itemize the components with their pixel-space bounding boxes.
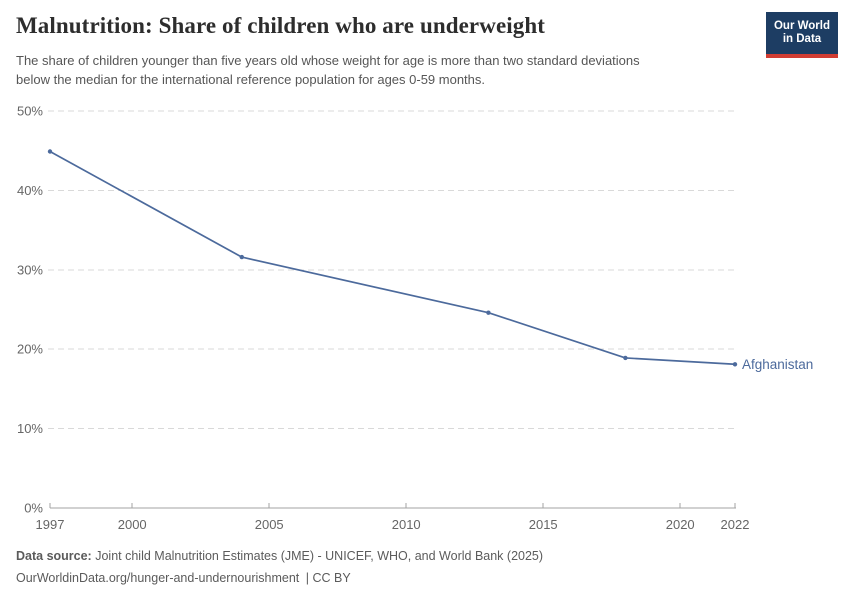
data-point[interactable] bbox=[47, 149, 53, 154]
footer-license: | CC BY bbox=[305, 571, 351, 585]
chart-subtitle: The share of children younger than five … bbox=[16, 52, 640, 89]
x-tick-label: 2015 bbox=[529, 517, 558, 532]
x-tick-label: 1997 bbox=[36, 517, 65, 532]
data-line[interactable] bbox=[49, 150, 736, 366]
logo-line-1: Our World bbox=[773, 19, 830, 32]
x-tick-label: 2005 bbox=[255, 517, 284, 532]
subtitle-line-1: The share of children younger than five … bbox=[16, 53, 640, 68]
data-point[interactable] bbox=[732, 362, 738, 367]
data-point[interactable] bbox=[486, 310, 491, 315]
logo-line-2: in Data bbox=[782, 33, 822, 45]
footer-url-link[interactable]: OurWorldinData.org/hunger-and-undernouri… bbox=[16, 571, 300, 585]
y-tick-label: 40% bbox=[17, 183, 43, 198]
y-tick-label: 30% bbox=[17, 262, 43, 277]
owid-logo[interactable]: Our World in Data bbox=[766, 12, 838, 58]
chart-footer: Data source: Joint child Malnutrition Es… bbox=[16, 545, 543, 589]
entity-label[interactable]: Afghanistan bbox=[742, 357, 813, 372]
y-tick-label: 0% bbox=[24, 501, 43, 516]
page-title: Malnutrition: Share of children who are … bbox=[16, 13, 546, 38]
y-tick-label: 50% bbox=[17, 104, 43, 119]
subtitle-line-2: below the median for the international r… bbox=[16, 71, 486, 87]
x-tick-label: 2010 bbox=[392, 517, 421, 532]
y-tick-label: 10% bbox=[17, 421, 43, 436]
data-source-text: Joint child Malnutrition Estimates (JME)… bbox=[95, 549, 544, 563]
data-point[interactable] bbox=[623, 355, 628, 361]
attribution-line: OurWorldinData.org/hunger-and-undernouri… bbox=[16, 567, 543, 589]
data-point[interactable] bbox=[239, 254, 244, 260]
x-tick-label: 2000 bbox=[118, 517, 147, 532]
x-tick-label: 2022 bbox=[721, 517, 750, 532]
data-source-line: Data source: Joint child Malnutrition Es… bbox=[16, 545, 543, 567]
data-source-label: Data source: bbox=[16, 549, 92, 563]
y-tick-label: 20% bbox=[17, 342, 43, 357]
x-tick-label: 2020 bbox=[666, 517, 695, 532]
